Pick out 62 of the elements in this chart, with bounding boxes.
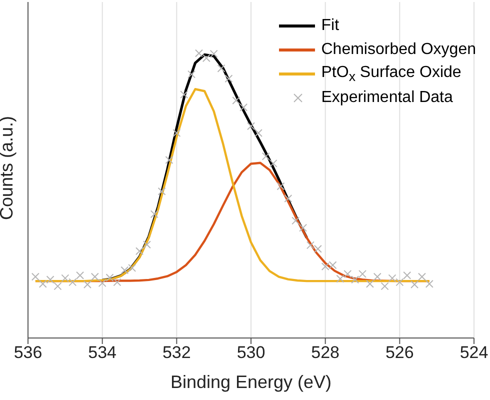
point — [210, 50, 218, 58]
point — [396, 278, 404, 286]
point — [351, 276, 360, 284]
point — [113, 278, 122, 286]
point — [61, 274, 70, 282]
point — [373, 272, 382, 281]
point — [83, 280, 92, 288]
point — [90, 272, 99, 281]
point — [284, 194, 292, 202]
legend-label: Chemisorbed Oxygen — [321, 41, 476, 59]
point — [68, 278, 77, 286]
point — [136, 247, 144, 256]
point — [358, 270, 366, 278]
point — [240, 103, 248, 112]
point — [425, 280, 434, 288]
point — [314, 244, 322, 253]
legend-label: Fit — [321, 17, 340, 35]
point — [188, 70, 196, 78]
point — [38, 280, 47, 288]
point — [217, 64, 226, 72]
point — [254, 128, 262, 137]
point — [172, 128, 181, 137]
point — [106, 274, 114, 282]
legend-label: PtO$_{x}$ Surface Oxide — [321, 64, 462, 84]
point — [276, 182, 285, 190]
point — [388, 274, 396, 282]
point — [299, 224, 308, 232]
point — [165, 156, 174, 164]
point — [142, 240, 151, 249]
point — [180, 90, 188, 99]
point — [418, 272, 426, 281]
x-tick-label: 524 — [460, 343, 488, 362]
x-tick-label: 536 — [14, 343, 42, 362]
point — [31, 272, 40, 281]
point — [76, 271, 84, 280]
point — [292, 216, 300, 225]
point — [158, 187, 166, 196]
x-tick-label: 526 — [385, 343, 414, 362]
point — [366, 280, 374, 288]
point — [306, 241, 314, 250]
point — [380, 282, 389, 290]
point — [410, 280, 419, 288]
point — [150, 210, 158, 218]
x-tick-label: 530 — [236, 343, 266, 362]
x-axis-title: Binding Energy (eV) — [170, 372, 332, 392]
x-tick-label: 532 — [162, 343, 191, 362]
point — [336, 274, 344, 283]
point — [262, 152, 270, 160]
point — [46, 276, 54, 284]
x-tick-label: 528 — [311, 343, 340, 362]
point — [98, 279, 106, 288]
point — [224, 74, 233, 83]
point — [232, 96, 240, 105]
point — [54, 282, 62, 290]
point — [269, 159, 278, 168]
point — [194, 49, 203, 58]
legend-label: Experimental Data — [321, 89, 453, 107]
point — [247, 122, 255, 130]
x-tick-label: 534 — [88, 343, 117, 362]
point — [403, 271, 412, 280]
point — [344, 270, 352, 278]
point — [202, 54, 210, 62]
